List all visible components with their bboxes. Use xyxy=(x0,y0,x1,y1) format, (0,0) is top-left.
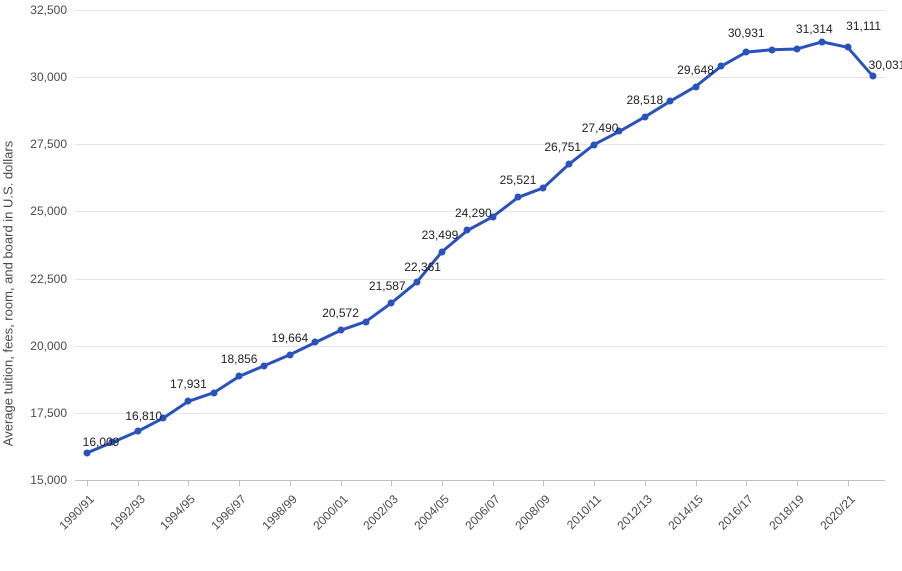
x-tick-mark xyxy=(594,480,595,486)
y-tick-label: 17,500 xyxy=(30,406,67,420)
y-tick-label: 30,000 xyxy=(30,70,67,84)
y-tick-label: 25,000 xyxy=(30,204,67,218)
x-tick-label: 2010/11 xyxy=(564,492,604,532)
x-tick-label: 2002/03 xyxy=(361,492,402,533)
y-tick-label: 15,000 xyxy=(30,473,67,487)
x-tick-label: 2004/05 xyxy=(411,492,452,533)
x-tick-label: 2000/01 xyxy=(310,492,351,533)
x-tick-mark xyxy=(442,480,443,486)
x-tick-label: 2006/07 xyxy=(462,492,503,533)
x-tick-label: 2020/21 xyxy=(817,492,858,533)
x-tick-label: 1994/95 xyxy=(158,492,199,533)
line-layer xyxy=(75,10,885,480)
y-tick-label: 22,500 xyxy=(30,272,67,286)
x-tick-mark xyxy=(239,480,240,486)
x-tick-label: 2018/19 xyxy=(766,492,807,533)
x-tick-label: 1996/97 xyxy=(208,492,249,533)
x-tick-label: 2014/15 xyxy=(665,492,706,533)
chart-container: Average tuition, fees, room, and board i… xyxy=(0,0,902,571)
y-tick-label: 32,500 xyxy=(30,3,67,17)
x-tick-mark xyxy=(543,480,544,486)
x-tick-label: 1998/99 xyxy=(259,492,300,533)
x-tick-mark xyxy=(746,480,747,486)
x-tick-mark xyxy=(188,480,189,486)
x-tick-mark xyxy=(290,480,291,486)
x-tick-mark xyxy=(87,480,88,486)
x-tick-mark xyxy=(341,480,342,486)
x-tick-mark xyxy=(797,480,798,486)
x-tick-mark xyxy=(645,480,646,486)
x-tick-label: 2012/13 xyxy=(614,492,655,533)
y-tick-label: 20,000 xyxy=(30,339,67,353)
x-tick-label: 1992/93 xyxy=(107,492,148,533)
series-line xyxy=(87,42,873,453)
x-tick-label: 2008/09 xyxy=(513,492,554,533)
plot-area: 15,00017,50020,00022,50025,00027,50030,0… xyxy=(75,10,885,480)
x-tick-mark xyxy=(696,480,697,486)
y-axis-title: Average tuition, fees, room, and board i… xyxy=(1,140,16,445)
x-tick-mark xyxy=(138,480,139,486)
x-tick-mark xyxy=(493,480,494,486)
x-tick-mark xyxy=(391,480,392,486)
y-tick-label: 27,500 xyxy=(30,137,67,151)
x-tick-label: 1990/91 xyxy=(56,492,97,533)
gridline xyxy=(75,480,885,481)
x-tick-label: 2016/17 xyxy=(716,492,757,533)
x-tick-mark xyxy=(848,480,849,486)
